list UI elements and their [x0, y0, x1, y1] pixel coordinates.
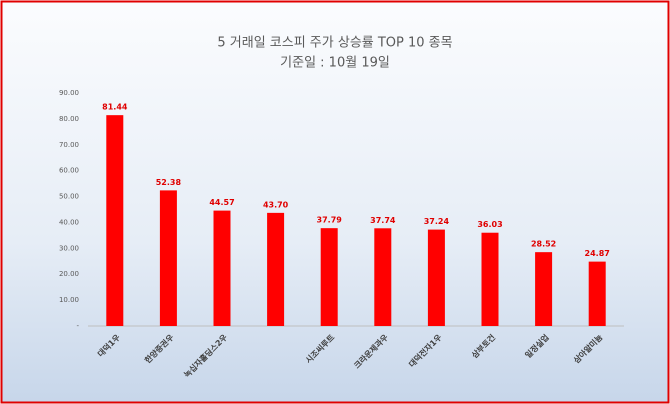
bar [159, 190, 177, 326]
value-label: 37.24 [424, 217, 450, 226]
value-label: 36.03 [477, 220, 502, 229]
y-tick-label: 60.00 [59, 167, 79, 175]
value-label: 37.74 [370, 216, 396, 225]
value-label: 44.57 [209, 198, 234, 207]
value-label: 43.70 [263, 200, 289, 209]
y-tick-label: 70.00 [59, 141, 79, 149]
bar [106, 115, 124, 326]
value-label: 37.79 [317, 216, 343, 225]
bar [320, 228, 338, 326]
value-label: 28.52 [531, 240, 556, 249]
bar [374, 228, 392, 326]
bar [588, 261, 606, 326]
y-tick-label: 40.00 [59, 218, 79, 226]
chart-subtitle: 기준일 : 10월 19일 [280, 56, 390, 71]
y-tick-label: 20.00 [59, 270, 79, 278]
y-tick-label: 80.00 [59, 115, 79, 123]
y-tick-label: 10.00 [59, 296, 79, 304]
y-tick-label: - [76, 322, 79, 330]
bar [267, 212, 285, 326]
bar [535, 252, 553, 326]
bar [427, 229, 445, 326]
bar [213, 210, 231, 326]
value-label: 81.44 [102, 103, 128, 112]
value-label: 24.87 [585, 249, 610, 258]
y-tick-label: 90.00 [59, 89, 79, 97]
y-tick-label: 50.00 [59, 193, 79, 201]
y-tick-label: 30.00 [59, 244, 79, 252]
bar [481, 232, 499, 326]
chart-title: 5 거래일 코스피 주가 상승률 TOP 10 종목 [217, 36, 452, 51]
value-label: 52.38 [156, 178, 182, 187]
